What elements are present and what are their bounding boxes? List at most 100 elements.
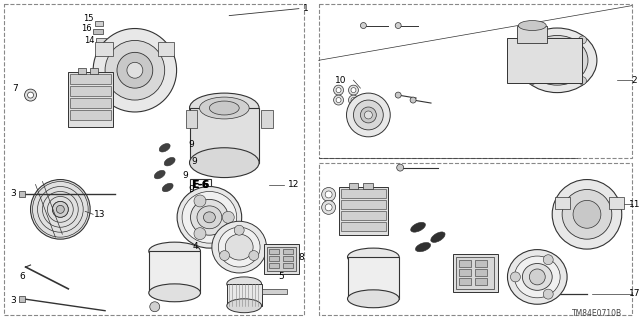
Ellipse shape [348, 248, 399, 266]
Bar [96, 38, 106, 47]
Circle shape [360, 22, 366, 28]
Text: 5: 5 [278, 272, 284, 281]
Circle shape [543, 255, 553, 265]
Bar [459, 278, 471, 285]
Circle shape [529, 269, 545, 285]
Circle shape [333, 85, 344, 95]
Text: 16: 16 [81, 24, 92, 33]
Circle shape [511, 272, 520, 282]
Text: E-6: E-6 [191, 180, 208, 189]
Bar [78, 68, 86, 74]
Text: 6: 6 [20, 272, 26, 281]
Circle shape [220, 251, 230, 260]
Circle shape [579, 36, 586, 44]
Circle shape [351, 88, 356, 92]
Circle shape [336, 88, 341, 92]
Bar [348, 257, 399, 299]
Text: 15: 15 [83, 14, 93, 23]
Bar [264, 244, 299, 274]
Circle shape [234, 225, 244, 235]
Text: 9: 9 [182, 171, 188, 180]
Bar [95, 20, 103, 26]
Circle shape [117, 52, 153, 88]
Ellipse shape [209, 101, 239, 115]
Bar [475, 269, 486, 276]
Bar [70, 74, 111, 84]
Text: E-6: E-6 [192, 180, 209, 189]
Ellipse shape [177, 187, 242, 248]
Text: 1: 1 [303, 4, 308, 13]
Ellipse shape [159, 143, 170, 152]
Circle shape [93, 28, 177, 112]
Bar [68, 72, 113, 127]
Ellipse shape [545, 50, 570, 70]
Bar [364, 182, 373, 189]
Bar [90, 68, 98, 74]
Bar [269, 256, 279, 261]
Bar [517, 26, 547, 44]
Bar [189, 179, 211, 191]
Circle shape [249, 251, 259, 260]
Ellipse shape [197, 206, 222, 229]
Ellipse shape [148, 284, 200, 302]
Circle shape [194, 195, 206, 207]
Circle shape [351, 98, 356, 102]
Bar [459, 269, 471, 276]
Bar [340, 211, 387, 220]
Circle shape [349, 95, 358, 105]
Bar [262, 289, 287, 294]
Circle shape [325, 191, 332, 198]
Bar [283, 256, 293, 261]
Bar [340, 200, 387, 209]
Bar [19, 296, 24, 302]
Circle shape [528, 77, 536, 85]
Circle shape [396, 92, 401, 98]
Bar [93, 28, 103, 35]
Text: 8: 8 [298, 252, 304, 261]
Circle shape [552, 180, 621, 249]
Circle shape [222, 211, 234, 223]
Circle shape [127, 62, 143, 78]
Text: 9: 9 [189, 185, 195, 194]
Circle shape [322, 200, 335, 214]
Circle shape [52, 201, 68, 217]
Text: 4: 4 [193, 242, 198, 251]
Ellipse shape [164, 157, 175, 166]
Circle shape [360, 107, 376, 123]
Bar [283, 263, 293, 268]
Circle shape [105, 40, 164, 100]
Ellipse shape [517, 28, 597, 92]
Ellipse shape [191, 199, 228, 235]
Bar [340, 189, 387, 198]
Circle shape [562, 189, 612, 239]
Circle shape [349, 85, 358, 95]
Bar [189, 108, 259, 163]
Bar [283, 249, 293, 254]
Bar [269, 249, 279, 254]
Bar [148, 251, 200, 293]
Ellipse shape [348, 290, 399, 308]
Ellipse shape [204, 212, 215, 223]
Bar [453, 254, 497, 292]
Ellipse shape [411, 222, 426, 232]
Ellipse shape [515, 256, 560, 298]
Text: 9: 9 [191, 157, 197, 166]
Ellipse shape [212, 221, 266, 273]
Bar [4, 4, 304, 315]
Text: 7: 7 [12, 84, 17, 92]
Ellipse shape [227, 277, 262, 291]
Text: 11: 11 [629, 200, 640, 209]
Circle shape [325, 204, 332, 211]
Bar [459, 260, 471, 267]
Ellipse shape [200, 97, 249, 119]
Ellipse shape [189, 148, 259, 178]
Text: 12: 12 [288, 180, 300, 189]
Ellipse shape [522, 263, 552, 290]
Circle shape [333, 95, 344, 105]
Bar [19, 191, 24, 197]
Circle shape [194, 228, 206, 240]
Text: 14: 14 [84, 36, 95, 45]
Circle shape [346, 93, 390, 137]
Bar [339, 188, 388, 235]
Ellipse shape [182, 191, 237, 243]
